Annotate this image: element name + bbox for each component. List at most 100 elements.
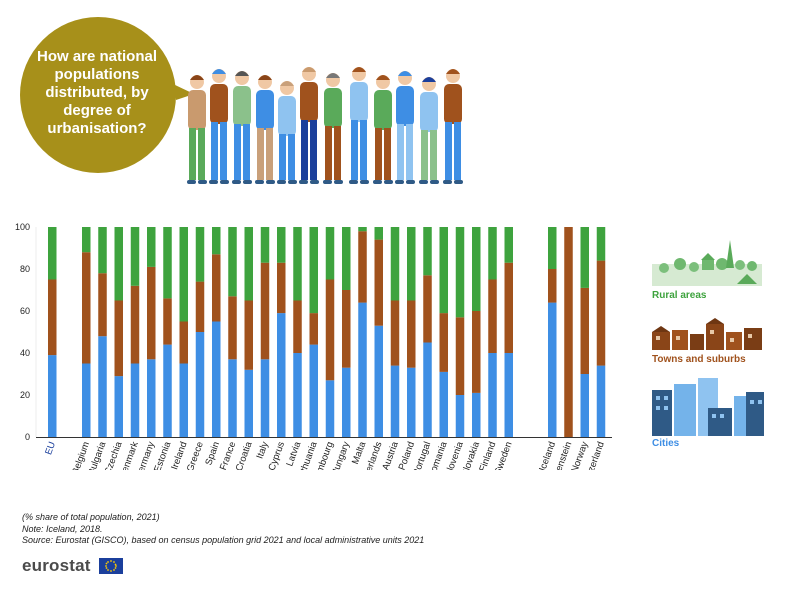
bar-cities [147,359,156,437]
bar-towns-and-suburbs [260,262,270,360]
bar-cities [228,359,237,437]
bar-rural-areas [342,227,351,290]
people-illustration [187,67,463,184]
bar-cities [423,342,432,437]
person-figure [395,71,415,184]
bar-rural-areas [114,227,123,301]
bar-cities [260,359,270,437]
bar-cities [293,353,302,437]
rural-icon [652,240,762,286]
eu-flag-icon [99,558,124,574]
person-figure [443,69,463,184]
bar-towns-and-suburbs [342,290,351,368]
person-figure [349,67,369,184]
bar-towns-and-suburbs [163,298,172,345]
y-tick-label: 100 [15,222,30,232]
bar-towns-and-suburbs [423,275,432,343]
person-figure [187,75,207,184]
bar-towns-and-suburbs [325,279,335,381]
bar-towns-and-suburbs [455,317,465,395]
stacked-bar-chart: EU BelgiumBulgariaCzechiaDenmarkGermanyEs… [15,222,612,470]
bar-towns-and-suburbs [580,287,589,374]
legend-cities: Cities [652,378,764,449]
x-tick-label: EU [43,440,58,456]
legend-rural: Rural areas [652,238,764,301]
bar-rural-areas [179,227,188,322]
bar-rural-areas [455,227,465,318]
bar-rural-areas [260,227,270,263]
bar-cities [114,376,123,437]
bar-towns-and-suburbs [374,239,383,326]
bar-towns-and-suburbs [309,313,318,345]
bar-cities [212,321,221,437]
bar-cities [179,363,188,437]
speech-bubble [20,17,194,173]
bar-towns-and-suburbs [407,300,416,368]
source-note: Source: Eurostat (GISCO), based on censu… [22,535,425,545]
bar-rural-areas [407,227,416,301]
bar-rural-areas [82,227,91,253]
bar-rural-areas [548,227,557,269]
bar-cities [580,374,589,437]
bar-rural-areas [374,227,383,240]
question-text: How are national populations distributed… [36,48,158,137]
person-figure [419,77,439,184]
bar-cities [504,353,513,437]
bar-cities [548,302,557,437]
bar-towns-and-suburbs [195,281,205,332]
bar-towns-and-suburbs [114,300,123,377]
x-tick-label: Italy [255,440,271,460]
chart-notes: (% share of total population, 2021) Note… [22,512,424,547]
bar-towns-and-suburbs [358,231,367,303]
legend-label-towns: Towns and suburbs [652,354,746,365]
bar-towns-and-suburbs [596,260,606,366]
bar-cities [488,353,497,437]
y-tick-label: 60 [20,306,30,316]
towns-icon [652,318,762,350]
bar-cities [195,332,205,437]
bar-towns-and-suburbs [472,311,481,393]
speech-bubble-shape [173,84,194,100]
y-axis-labels: 0 20 40 60 80 100 [15,222,30,442]
legend-label-rural: Rural areas [652,290,707,301]
bar-cities [309,344,318,437]
eurostat-logo: eurostat [22,556,124,576]
bar-rural-areas [472,227,481,311]
unit-note: (% share of total population, 2021) [22,512,160,522]
bar-rural-areas [309,227,318,314]
bar-towns-and-suburbs [147,266,156,360]
bar-cities [277,313,286,437]
bar-towns-and-suburbs [488,279,497,353]
person-figure [373,75,393,184]
y-tick-label: 80 [20,264,30,274]
y-tick-label: 40 [20,348,30,358]
bar-cities [244,369,253,437]
bar-rural-areas [130,227,140,286]
bar-cities [472,392,481,437]
bar-rural-areas [212,227,221,255]
bar-rural-areas [504,227,513,263]
bar-cities [358,302,367,437]
bar-rural-areas [48,227,57,280]
speech-bubble-circle [20,17,176,173]
bar-rural-areas [244,227,253,301]
bar-towns-and-suburbs [179,321,188,364]
bar-cities [342,367,351,437]
x-axis-labels: EU BelgiumBulgariaCzechiaDenmarkGermanyEs… [43,440,607,470]
person-figure [277,81,297,184]
bar-towns-and-suburbs [504,262,513,353]
bar-cities [439,371,448,437]
bar-cities [82,363,91,437]
bar-towns-and-suburbs [48,279,57,356]
bar-rural-areas [163,227,172,299]
bar-rural-areas [195,227,205,282]
y-tick-label: 20 [20,390,30,400]
bar-cities [48,355,57,437]
bar-rural-areas [98,227,107,274]
bar-rural-areas [293,227,302,301]
person-figure [209,69,229,184]
bar-cities [325,380,335,437]
bar-towns-and-suburbs [244,300,253,370]
bar-towns-and-suburbs [390,300,400,366]
bar-cities [390,365,400,437]
